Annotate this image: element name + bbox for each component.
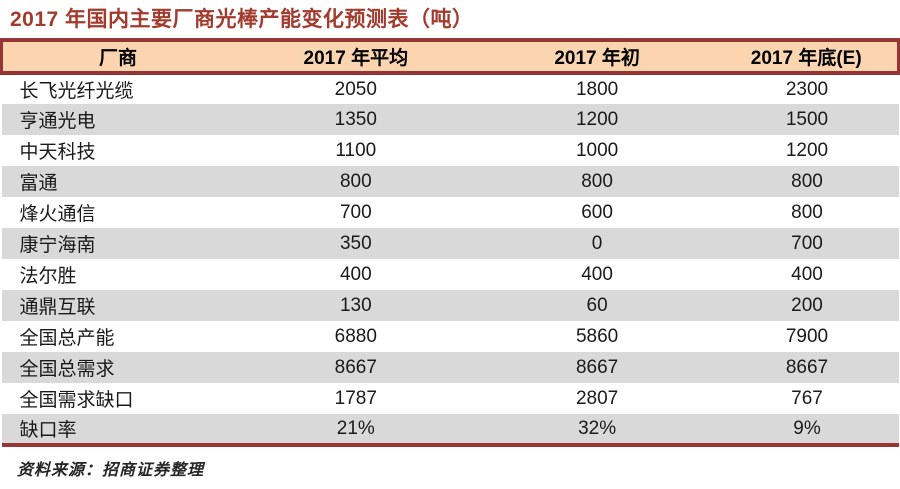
vendor-name: 全国需求缺口 <box>19 390 134 412</box>
capacity-value: 200 <box>791 294 823 316</box>
capacity-value: 400 <box>791 263 823 285</box>
capacity-value: 800 <box>339 170 372 192</box>
capacity-value: 700 <box>339 201 372 223</box>
capacity-value: 800 <box>791 170 823 192</box>
capacity-value: 21% <box>336 417 375 439</box>
capacity-value: 1500 <box>785 108 829 130</box>
table-row: 法尔胜 400 400 400 <box>2 259 899 290</box>
vendor-name: 法尔胜 <box>19 266 77 288</box>
capacity-value: 1800 <box>575 78 619 100</box>
capacity-value: 60 <box>586 294 608 316</box>
table-row: 康宁海南 350 0 700 <box>1 228 899 260</box>
table-body: 长飞光纤光缆 2050 1800 2300 亨通光电 1350 1200 1500 中天科技 11… <box>1 73 899 446</box>
capacity-value: 1000 <box>575 139 619 161</box>
table-row: 全国总产能 6880 5860 7900 <box>2 321 899 352</box>
table-row: 缺口率 21% 32% 9% <box>1 414 899 446</box>
capacity-value: 1100 <box>335 139 377 161</box>
table-row: 全国总需求 8667 8667 8667 <box>1 352 899 384</box>
capacity-value: 2807 <box>575 387 619 409</box>
capacity-forecast-table: 厂商 2017 年平均 2017 年初 2017 年底(E) 长飞光纤光缆 2050 18… <box>0 38 900 448</box>
capacity-value: 6880 <box>334 325 377 347</box>
data-source-note: 资料来源：招商证券整理 <box>17 460 205 480</box>
capacity-value: 800 <box>791 201 823 223</box>
vendor-name: 亨通光电 <box>19 111 96 133</box>
capacity-value: 1200 <box>575 108 619 130</box>
capacity-value: 2050 <box>334 78 377 100</box>
capacity-value: 800 <box>581 170 613 192</box>
capacity-value: 1350 <box>334 108 377 130</box>
capacity-value: 8667 <box>575 356 619 378</box>
capacity-value: 9% <box>793 417 821 439</box>
capacity-value: 1200 <box>785 139 829 161</box>
table-header: 厂商 2017 年平均 2017 年初 2017 年底(E) <box>0 38 900 76</box>
column-header: 2017 年底(E) <box>715 38 900 76</box>
table-row: 中天科技 1100 1000 1200 <box>2 135 899 166</box>
capacity-value: 8667 <box>334 356 377 378</box>
vendor-name: 通鼎互联 <box>19 297 96 319</box>
vendor-name: 富通 <box>19 173 58 195</box>
capacity-value: 130 <box>339 294 372 316</box>
column-header: 2017 年初 <box>478 38 716 76</box>
capacity-value: 0 <box>591 232 603 254</box>
vendor-name: 全国总需求 <box>19 359 115 381</box>
table-row: 通鼎互联 130 60 200 <box>1 290 899 322</box>
vendor-name: 缺口率 <box>19 420 77 442</box>
table-title: 2017 年国内主要厂商光棒产能变化预测表（吨） <box>10 8 474 31</box>
table-row: 烽火通信 700 600 800 <box>2 197 899 228</box>
column-header: 厂商 <box>0 38 233 76</box>
vendor-name: 烽火通信 <box>19 204 96 226</box>
vendor-name: 中天科技 <box>19 142 96 164</box>
table-row: 亨通光电 1350 1200 1500 <box>1 104 899 136</box>
header-row: 厂商 2017 年平均 2017 年初 2017 年底(E) <box>0 38 900 76</box>
vendor-name: 康宁海南 <box>19 235 96 257</box>
capacity-value: 5860 <box>575 325 619 347</box>
table-row: 长飞光纤光缆 2050 1800 2300 <box>2 73 899 104</box>
capacity-value: 7900 <box>785 325 829 347</box>
capacity-value: 8667 <box>785 356 829 378</box>
table-row: 全国需求缺口 1787 2807 767 <box>2 383 899 414</box>
capacity-value: 767 <box>791 387 823 409</box>
capacity-value: 1787 <box>334 387 377 409</box>
capacity-value: 350 <box>339 232 372 254</box>
vendor-name: 长飞光纤光缆 <box>19 81 134 103</box>
vendor-name: 全国总产能 <box>19 328 115 350</box>
table-row: 富通 800 800 800 <box>1 166 899 198</box>
capacity-value: 700 <box>791 232 823 254</box>
capacity-value: 32% <box>578 417 617 439</box>
column-header: 2017 年平均 <box>232 38 479 76</box>
capacity-value: 400 <box>339 263 372 285</box>
capacity-value: 600 <box>581 201 613 223</box>
capacity-value: 400 <box>581 263 613 285</box>
capacity-value: 2300 <box>785 78 829 100</box>
